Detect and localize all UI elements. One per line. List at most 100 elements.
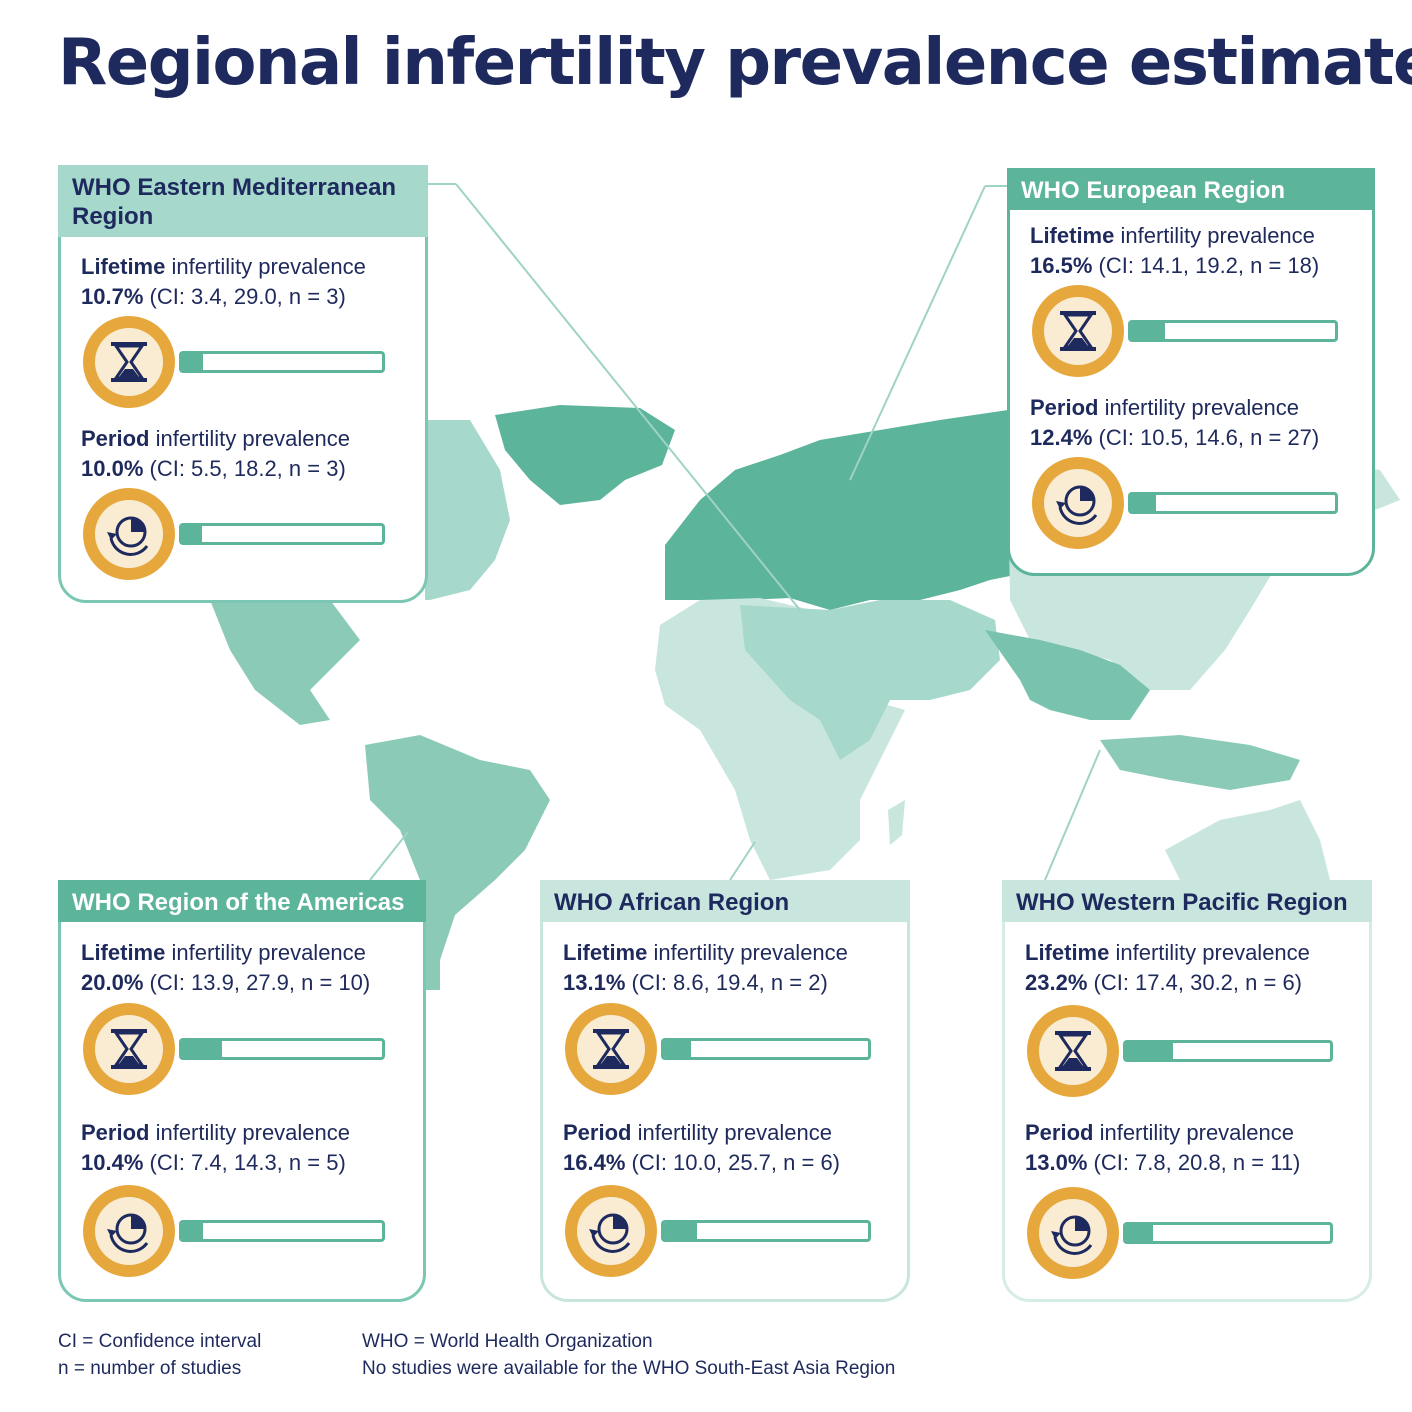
footnote-sea: No studies were available for the WHO So… bbox=[362, 1358, 896, 1379]
lifetime-ci: (CI: 17.4, 30.2, n = 6) bbox=[1087, 970, 1303, 995]
card-eastern-mediterranean: WHO Eastern Mediterranean Region Lifetime… bbox=[58, 165, 428, 603]
lifetime-prevalence-fill bbox=[182, 354, 204, 370]
prevalence-suffix: infertility prevalence bbox=[165, 254, 366, 279]
clock-cycle-icon bbox=[81, 486, 177, 582]
lifetime-value: 23.2% bbox=[1025, 970, 1088, 995]
prevalence-suffix: infertility prevalence bbox=[149, 426, 351, 451]
period-prevalence-bar bbox=[661, 1220, 871, 1242]
hourglass-icon bbox=[81, 1001, 177, 1097]
period-prevalence-label: Period infertility prevalence 16.4% (CI: … bbox=[563, 1118, 840, 1178]
lifetime-word: Lifetime bbox=[81, 254, 166, 279]
prevalence-suffix: infertility prevalence bbox=[1109, 940, 1310, 965]
page-title: Regional infertility prevalence estimate… bbox=[58, 26, 1412, 100]
clock-cycle-icon bbox=[81, 1183, 177, 1279]
region-title: WHO Region of the Americas bbox=[58, 880, 426, 922]
period-prevalence-label: Period infertility prevalence 10.4% (CI: … bbox=[81, 1118, 350, 1178]
hourglass-icon bbox=[563, 1001, 659, 1097]
lifetime-value: 16.5% bbox=[1030, 253, 1093, 278]
lifetime-prevalence-label: Lifetime infertility prevalence 23.2% (CI… bbox=[1025, 938, 1310, 998]
region-indonesia bbox=[1100, 735, 1300, 790]
region-south-east-asia bbox=[985, 630, 1150, 720]
region-north-america bbox=[425, 420, 510, 600]
period-prevalence-fill bbox=[1126, 1225, 1153, 1241]
period-ci: (CI: 7.4, 14.3, n = 5) bbox=[143, 1150, 346, 1175]
period-value: 13.0% bbox=[1025, 1150, 1088, 1175]
lifetime-prevalence-label: Lifetime infertility prevalence 16.5% (CI… bbox=[1030, 221, 1319, 281]
period-prevalence-label: Period infertility prevalence 12.4% (CI: … bbox=[1030, 393, 1319, 453]
lifetime-prevalence-bar bbox=[179, 1038, 385, 1060]
lifetime-prevalence-bar bbox=[1123, 1040, 1333, 1062]
region-australia bbox=[1165, 800, 1330, 882]
lifetime-prevalence-fill bbox=[664, 1041, 691, 1057]
lifetime-ci: (CI: 8.6, 19.4, n = 2) bbox=[625, 970, 828, 995]
period-prevalence-bar bbox=[1123, 1222, 1333, 1244]
region-title: WHO Eastern Mediterranean Region bbox=[58, 165, 428, 237]
period-value: 16.4% bbox=[563, 1150, 626, 1175]
hourglass-icon bbox=[81, 314, 177, 410]
period-word: Period bbox=[81, 426, 150, 451]
lifetime-ci: (CI: 3.4, 29.0, n = 3) bbox=[143, 284, 346, 309]
period-ci: (CI: 7.8, 20.8, n = 11) bbox=[1087, 1150, 1301, 1175]
region-south-america bbox=[365, 735, 550, 990]
period-ci: (CI: 10.0, 25.7, n = 6) bbox=[625, 1150, 841, 1175]
lifetime-word: Lifetime bbox=[563, 940, 648, 965]
region-europe bbox=[665, 410, 1015, 610]
period-prevalence-label: Period infertility prevalence 10.0% (CI: … bbox=[81, 424, 350, 484]
period-prevalence-fill bbox=[182, 1223, 203, 1239]
footnote-ci: CI = Confidence interval bbox=[58, 1331, 262, 1352]
period-prevalence-fill bbox=[664, 1223, 698, 1239]
period-value: 10.0% bbox=[81, 456, 144, 481]
card-african: WHO African Region Lifetime infertility p… bbox=[540, 880, 910, 1302]
period-value: 12.4% bbox=[1030, 425, 1093, 450]
prevalence-suffix: infertility prevalence bbox=[647, 940, 848, 965]
period-prevalence-bar bbox=[179, 523, 385, 545]
lifetime-prevalence-bar bbox=[1128, 320, 1338, 342]
lifetime-prevalence-fill bbox=[1126, 1043, 1174, 1059]
prevalence-suffix: infertility prevalence bbox=[1114, 223, 1315, 248]
lifetime-ci: (CI: 14.1, 19.2, n = 18) bbox=[1092, 253, 1320, 278]
period-value: 10.4% bbox=[81, 1150, 144, 1175]
footnote-who: WHO = World Health Organization bbox=[362, 1331, 653, 1352]
lifetime-prevalence-fill bbox=[182, 1041, 222, 1057]
lifetime-value: 13.1% bbox=[563, 970, 626, 995]
lifetime-prevalence-label: Lifetime infertility prevalence 20.0% (CI… bbox=[81, 938, 370, 998]
clock-cycle-icon bbox=[1025, 1185, 1121, 1281]
region-title: WHO European Region bbox=[1007, 168, 1375, 210]
lifetime-word: Lifetime bbox=[1030, 223, 1115, 248]
period-ci: (CI: 10.5, 14.6, n = 27) bbox=[1092, 425, 1320, 450]
hourglass-icon bbox=[1025, 1003, 1121, 1099]
lifetime-prevalence-bar bbox=[661, 1038, 871, 1060]
period-prevalence-bar bbox=[179, 1220, 385, 1242]
lifetime-prevalence-bar bbox=[179, 351, 385, 373]
region-eastern-mediterranean bbox=[740, 600, 1000, 760]
period-word: Period bbox=[563, 1120, 632, 1145]
prevalence-suffix: infertility prevalence bbox=[165, 940, 366, 965]
period-prevalence-label: Period infertility prevalence 13.0% (CI: … bbox=[1025, 1118, 1300, 1178]
period-prevalence-fill bbox=[182, 526, 202, 542]
region-title: WHO Western Pacific Region bbox=[1002, 880, 1372, 922]
period-prevalence-fill bbox=[1131, 495, 1157, 511]
lifetime-word: Lifetime bbox=[1025, 940, 1110, 965]
region-madagascar bbox=[888, 800, 905, 845]
card-european: WHO European Region Lifetime infertility … bbox=[1007, 168, 1375, 576]
lifetime-prevalence-fill bbox=[1131, 323, 1165, 339]
period-ci: (CI: 5.5, 18.2, n = 3) bbox=[143, 456, 346, 481]
prevalence-suffix: infertility prevalence bbox=[1098, 395, 1300, 420]
period-word: Period bbox=[81, 1120, 150, 1145]
prevalence-suffix: infertility prevalence bbox=[1093, 1120, 1295, 1145]
region-central-america bbox=[210, 600, 360, 725]
clock-cycle-icon bbox=[1030, 455, 1126, 551]
lifetime-value: 10.7% bbox=[81, 284, 144, 309]
lifetime-word: Lifetime bbox=[81, 940, 166, 965]
period-prevalence-bar bbox=[1128, 492, 1338, 514]
clock-cycle-icon bbox=[563, 1183, 659, 1279]
prevalence-suffix: infertility prevalence bbox=[631, 1120, 833, 1145]
hourglass-icon bbox=[1030, 283, 1126, 379]
period-word: Period bbox=[1030, 395, 1099, 420]
period-word: Period bbox=[1025, 1120, 1094, 1145]
prevalence-suffix: infertility prevalence bbox=[149, 1120, 351, 1145]
card-americas: WHO Region of the Americas Lifetime infer… bbox=[58, 880, 426, 1302]
card-western-pacific: WHO Western Pacific Region Lifetime infer… bbox=[1002, 880, 1372, 1302]
lifetime-ci: (CI: 13.9, 27.9, n = 10) bbox=[143, 970, 371, 995]
